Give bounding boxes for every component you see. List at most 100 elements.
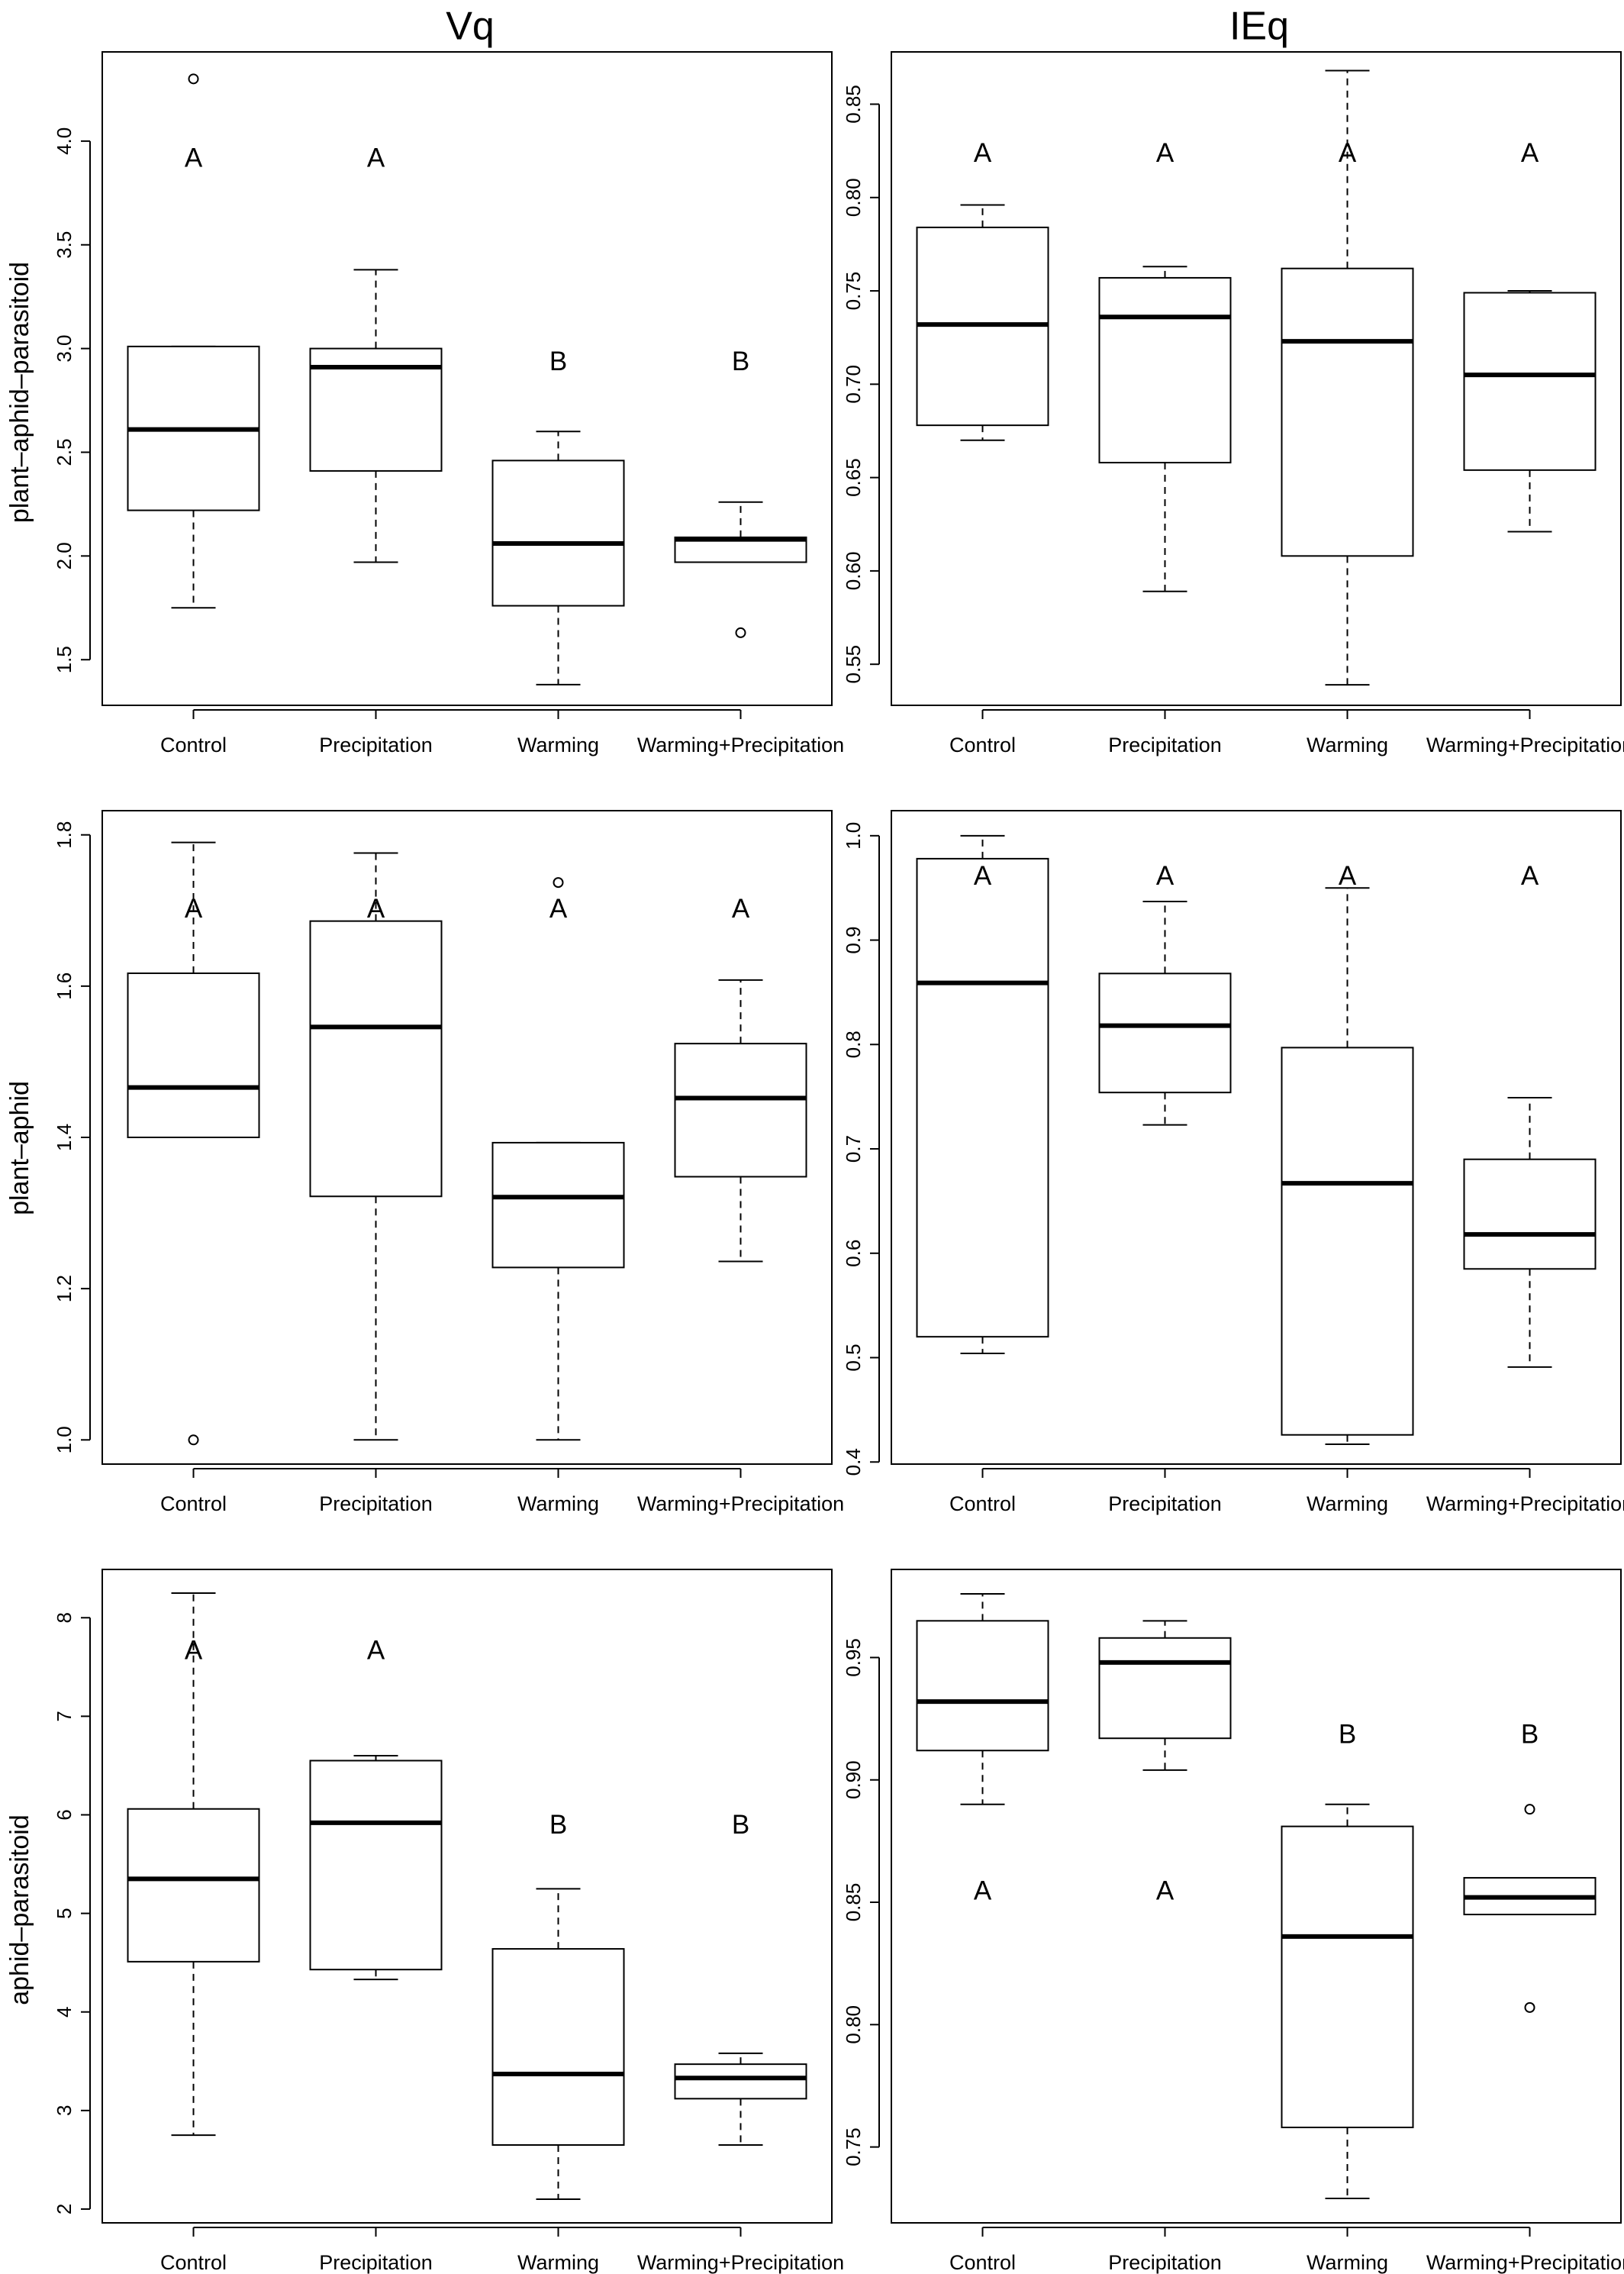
panel-1-category-label-1: Precipitation [1108, 734, 1222, 756]
panel-3-y-tick-label-3: 0.7 [842, 1135, 865, 1163]
panel-2-category-label-1: Precipitation [319, 1492, 433, 1515]
panel-1-y-tick-label-3: 0.70 [842, 365, 865, 404]
panel-4-y-tick-label-3: 5 [53, 1908, 76, 1918]
panel-5: 0.75 0.80 0.85 0.90 0.95 Control Precipitation… [842, 1569, 1624, 2274]
panel-1-category-label-2: Warming [1307, 734, 1388, 756]
panel-0-box-0 [127, 73, 260, 609]
panel-3-category-label-0: Control [949, 1492, 1016, 1515]
panel-4-letter-0: A [185, 1636, 203, 1666]
panel-2-box-2-iqr [491, 1141, 625, 1269]
panel-0-letter-3: B [732, 347, 749, 376]
panel-2-letter-3: A [732, 894, 750, 924]
panel-1-letter-3: A [1521, 138, 1539, 168]
panel-1: 0.55 0.60 0.65 0.70 0.75 0.80 0.85 Control Preci… [842, 51, 1624, 756]
panel-2-box-2-outlier-0 [553, 877, 564, 889]
panel-1-letter-1: A [1156, 138, 1174, 168]
panel-3-letter-0: A [974, 861, 992, 891]
panel-0-box-2 [491, 431, 625, 685]
panel-4-frame [102, 1569, 833, 2224]
panel-1-letter-0: A [974, 138, 992, 168]
panel-5-box-1 [1098, 1620, 1232, 1771]
panel-2-letter-0: A [185, 894, 203, 924]
panel-5-letter-2: B [1339, 1719, 1356, 1749]
panel-1-y-tick-label-4: 0.75 [842, 272, 865, 311]
panel-5-category-label-0: Control [949, 2251, 1016, 2274]
panel-3-letter-1: A [1156, 861, 1174, 891]
panel-1-y-tick-label-0: 0.55 [842, 645, 865, 684]
panel-2-box-0-iqr [127, 972, 260, 1139]
panel-2-box-1 [309, 852, 443, 1441]
panel-3-letter-3: A [1521, 861, 1539, 891]
panel-0-y-tick-label-0: 1.5 [53, 646, 76, 673]
panel-3-category-label-3: Warming+Precipitation [1426, 1492, 1624, 1515]
panel-0-category-label-0: Control [160, 734, 227, 756]
panel-2-category-label-0: Control [160, 1492, 227, 1515]
row-label-plant-aphid-parasitoid: plant–aphid–parasitoid [5, 262, 34, 523]
panel-3-box-3 [1463, 1097, 1597, 1368]
panel-0: 1.5 2.0 2.5 3.0 3.5 4.0 Control Precipitation Wa… [53, 51, 844, 756]
panel-4-y-tick-label-0: 2 [53, 2204, 76, 2214]
column-title-vq: Vq [446, 5, 495, 49]
panel-4-box-3 [674, 2052, 807, 2147]
panel-1-box-2 [1281, 69, 1414, 686]
panel-3-box-3-iqr [1463, 1158, 1597, 1270]
panel-1-y-tick-label-5: 0.80 [842, 178, 865, 217]
panel-5-category-label-2: Warming [1307, 2251, 1388, 2274]
panel-1-frame [891, 51, 1622, 706]
panel-0-category-label-1: Precipitation [319, 734, 433, 756]
panel-1-category-label-0: Control [949, 734, 1016, 756]
panel-2-y-tick-label-4: 1.8 [53, 821, 76, 849]
panel-1-letter-2: A [1339, 138, 1357, 168]
panel-3-y-tick-label-6: 1.0 [842, 822, 865, 850]
panel-2-letter-1: A [367, 894, 385, 924]
panel-4-box-2-iqr [491, 1948, 625, 2147]
panel-4-y-tick-label-5: 7 [53, 1711, 76, 1721]
panel-0-category-label-2: Warming [517, 734, 599, 756]
panel-1-y-tick-label-6: 0.85 [842, 85, 865, 124]
panel-2-letter-2: A [549, 894, 568, 924]
panel-1-box-2-iqr [1281, 267, 1414, 557]
panel-0-box-3 [674, 501, 807, 638]
panel-3-category-label-2: Warming [1307, 1492, 1388, 1515]
panel-2-frame [102, 810, 833, 1465]
panel-5-category-label-3: Warming+Precipitation [1426, 2251, 1624, 2274]
panel-1-category-label-3: Warming+Precipitation [1426, 734, 1624, 756]
panel-5-letter-0: A [974, 1876, 992, 1905]
panel-3-y-tick-label-4: 0.8 [842, 1031, 865, 1058]
panel-5-box-2-iqr [1281, 1825, 1414, 2128]
row-label-plant-aphid: plant–aphid [5, 1081, 34, 1215]
panel-2-category-label-2: Warming [517, 1492, 599, 1515]
panel-2-box-2 [491, 877, 625, 1441]
panel-2-box-0-outlier-0 [188, 1434, 199, 1446]
panel-1-box-3 [1463, 290, 1597, 533]
column-title-ieq: IEq [1229, 5, 1289, 49]
panel-2-box-3-iqr [674, 1043, 807, 1178]
panel-5-letter-3: B [1521, 1719, 1539, 1749]
panel-5-y-tick-label-1: 0.80 [842, 2005, 865, 2044]
panel-5-box-3-outlier-1 [1524, 2001, 1535, 2013]
panel-0-box-0-outlier-0 [188, 73, 199, 85]
panel-2: 1.0 1.2 1.4 1.6 1.8 Control Precipitation Warmi… [53, 810, 844, 1515]
panel-4-letter-2: B [549, 1810, 567, 1840]
panel-3-y-tick-label-5: 0.9 [842, 926, 865, 953]
panel-5-y-tick-label-3: 0.90 [842, 1760, 865, 1799]
panel-2-category-label-3: Warming+Precipitation [637, 1492, 844, 1515]
panel-0-frame [102, 51, 833, 706]
panel-0-letter-0: A [185, 144, 203, 173]
panel-4-category-label-3: Warming+Precipitation [637, 2251, 844, 2274]
panel-3-box-0 [916, 834, 1049, 1355]
panel-3-box-2-iqr [1281, 1047, 1414, 1436]
panel-4-category-label-0: Control [160, 2251, 227, 2274]
panel-3-box-1 [1098, 900, 1232, 1126]
panel-5-box-0-iqr [916, 1620, 1049, 1752]
panel-1-box-3-iqr [1463, 292, 1597, 471]
panel-3-category-label-1: Precipitation [1108, 1492, 1222, 1515]
panel-1-y-tick-label-2: 0.65 [842, 458, 865, 497]
panel-0-box-1 [309, 269, 443, 563]
panel-4-box-0 [127, 1592, 260, 2137]
panel-3-y-tick-label-1: 0.5 [842, 1343, 865, 1371]
panel-0-y-tick-label-5: 4.0 [53, 127, 76, 155]
panel-5-box-1-iqr [1098, 1637, 1232, 1740]
panel-0-box-3-outlier-0 [735, 627, 746, 638]
panel-2-y-tick-label-2: 1.4 [53, 1124, 76, 1151]
